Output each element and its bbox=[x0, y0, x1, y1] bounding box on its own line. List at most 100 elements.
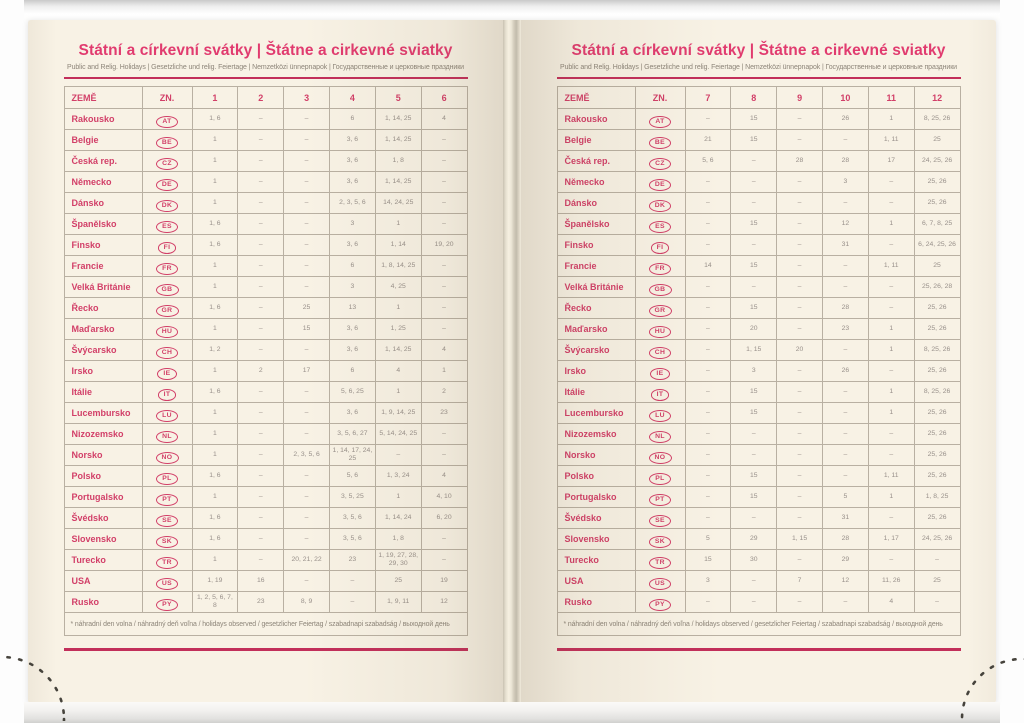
holiday-days-cell: 1, 11 bbox=[867, 129, 915, 151]
holiday-days-cell: 5, 6 bbox=[684, 150, 732, 172]
holiday-days-cell: – bbox=[283, 108, 330, 130]
holiday-days-cell: – bbox=[821, 444, 869, 466]
country-code-badge: PY bbox=[156, 598, 178, 611]
holiday-days-cell: – bbox=[237, 339, 285, 361]
holiday-days-cell: 3, 5, 6 bbox=[328, 507, 376, 529]
holiday-days-cell: 1, 14, 25 bbox=[374, 171, 422, 193]
holiday-days-cell: 1 bbox=[374, 297, 422, 319]
holiday-days-cell: – bbox=[867, 444, 915, 466]
country-code-cell: SK bbox=[634, 528, 686, 550]
holiday-days-cell: – bbox=[776, 486, 823, 508]
table-row: Velká Británie GB – – – – –25, 26, 28 bbox=[556, 276, 961, 298]
header-row: ZEMĚ ZN. 7 8 9 10 11 12 bbox=[556, 86, 961, 109]
holiday-days-cell: 1 bbox=[867, 213, 915, 235]
holiday-days-cell: 3 bbox=[684, 570, 732, 592]
holiday-days-cell: 4 bbox=[420, 108, 468, 130]
book-gutter bbox=[503, 20, 521, 703]
holiday-days-cell: 3 bbox=[821, 171, 869, 193]
country-name: Nizozemsko bbox=[63, 423, 143, 445]
country-code-badge: CZ bbox=[649, 157, 671, 170]
holiday-days-cell: – bbox=[420, 213, 468, 235]
footnote-row: * náhradní den volna / náhradný deň voľn… bbox=[63, 612, 468, 636]
holiday-days-cell: 3, 5, 25 bbox=[328, 486, 376, 508]
country-name: Rakousko bbox=[63, 108, 143, 130]
holiday-days-cell: 15 bbox=[730, 402, 778, 424]
holiday-days-cell: 1, 11 bbox=[867, 465, 915, 487]
country-code-badge: DE bbox=[648, 178, 672, 191]
holiday-days-cell: 21 bbox=[684, 129, 732, 151]
holiday-days-cell: 25, 26 bbox=[913, 465, 961, 487]
column-header-country: ZEMĚ bbox=[63, 86, 143, 109]
country-name: Polsko bbox=[63, 465, 143, 487]
country-name: Slovensko bbox=[556, 528, 636, 550]
holiday-days-cell: – bbox=[730, 150, 778, 172]
holiday-days-cell: – bbox=[684, 234, 732, 256]
country-code-badge: HU bbox=[155, 325, 179, 338]
holiday-days-cell: – bbox=[420, 318, 468, 340]
holiday-days-cell: – bbox=[684, 507, 732, 529]
holiday-days-cell: – bbox=[776, 171, 823, 193]
holiday-days-cell: 1, 8 bbox=[374, 528, 422, 550]
table-row: Francie FR 14 15– –1, 11 25 bbox=[556, 255, 961, 277]
holiday-days-cell: – bbox=[821, 381, 869, 403]
holiday-days-cell: – bbox=[776, 276, 823, 298]
holiday-days-cell: – bbox=[776, 402, 823, 424]
holiday-days-cell: – bbox=[684, 465, 732, 487]
holiday-days-cell: 3, 6 bbox=[328, 129, 376, 151]
holiday-days-cell: 1 bbox=[191, 255, 239, 277]
country-name: Portugalsko bbox=[556, 486, 636, 508]
country-code-cell: FI bbox=[634, 234, 686, 256]
holiday-days-cell: – bbox=[374, 444, 422, 466]
country-name: Švédsko bbox=[63, 507, 143, 529]
holiday-days-cell: – bbox=[283, 570, 330, 592]
country-code-badge: PT bbox=[156, 493, 178, 506]
country-code-cell: PL bbox=[141, 465, 193, 487]
holiday-days-cell: – bbox=[776, 465, 823, 487]
table-row: Švýcarsko CH 1, 2– –3, 6 1, 14, 25 4 bbox=[63, 339, 468, 361]
table-row: Švýcarsko CH –1, 15 20–1 8, 25, 26 bbox=[556, 339, 961, 361]
holiday-days-cell: 2, 3, 5, 6 bbox=[328, 192, 376, 214]
diary-spread: Státní a církevní svátky | Štátne a cirk… bbox=[28, 20, 996, 703]
country-code-badge: AT bbox=[649, 115, 671, 128]
holiday-days-cell: – bbox=[730, 570, 778, 592]
holiday-days-cell: – bbox=[237, 318, 285, 340]
country-code-badge: NL bbox=[649, 430, 671, 443]
holiday-days-cell: – bbox=[821, 591, 869, 613]
country-name: Maďarsko bbox=[556, 318, 636, 340]
holiday-days-cell: 25, 26 bbox=[913, 423, 961, 445]
holiday-days-cell: 2 bbox=[420, 381, 468, 403]
holiday-days-cell: 15 bbox=[730, 381, 778, 403]
holiday-days-cell: 1 bbox=[867, 108, 915, 130]
column-header-month-9: 9 bbox=[776, 86, 823, 109]
holiday-days-cell: – bbox=[237, 528, 285, 550]
holiday-days-cell: – bbox=[283, 213, 330, 235]
holiday-days-cell: – bbox=[684, 360, 732, 382]
holiday-days-cell: – bbox=[420, 444, 468, 466]
holiday-days-cell: 4, 25 bbox=[374, 276, 422, 298]
footnote: * náhradní den volna / náhradný deň voľn… bbox=[556, 612, 961, 636]
table-row: Španělsko ES –15–12 1 6, 7, 8, 25 bbox=[556, 213, 961, 235]
column-header-month-10: 10 bbox=[821, 86, 869, 109]
country-name: Portugalsko bbox=[63, 486, 143, 508]
page-left-content: Státní a církevní svátky | Štátne a cirk… bbox=[63, 20, 468, 651]
country-name: Nizozemsko bbox=[556, 423, 636, 445]
column-header-country: ZEMĚ bbox=[556, 86, 636, 109]
country-code-cell: DK bbox=[141, 192, 193, 214]
table-row: Finsko FI 1, 6– –3, 6 1, 14 19, 20 bbox=[63, 234, 468, 256]
country-code-badge: BE bbox=[648, 136, 672, 149]
holiday-days-cell: 1, 14, 17, 24, 25 bbox=[328, 444, 376, 466]
holiday-days-cell: – bbox=[420, 171, 468, 193]
country-name: USA bbox=[556, 570, 636, 592]
holiday-days-cell: – bbox=[776, 423, 823, 445]
holiday-days-cell: 25, 26 bbox=[913, 297, 961, 319]
holiday-days-cell: 23 bbox=[420, 402, 468, 424]
table-row: Itálie IT 1, 6– –5, 6, 25 1 2 bbox=[63, 381, 468, 403]
country-code-badge: GR bbox=[648, 304, 672, 317]
holiday-days-cell: 1, 15 bbox=[776, 528, 823, 550]
table-row: Belgie BE 1– –3, 6 1, 14, 25– bbox=[63, 129, 468, 151]
holiday-days-cell: 5, 6, 25 bbox=[328, 381, 376, 403]
holiday-days-cell: – bbox=[821, 192, 869, 214]
holiday-days-cell: – bbox=[283, 381, 330, 403]
country-code-badge: SK bbox=[648, 535, 672, 548]
holiday-days-cell: – bbox=[684, 108, 732, 130]
